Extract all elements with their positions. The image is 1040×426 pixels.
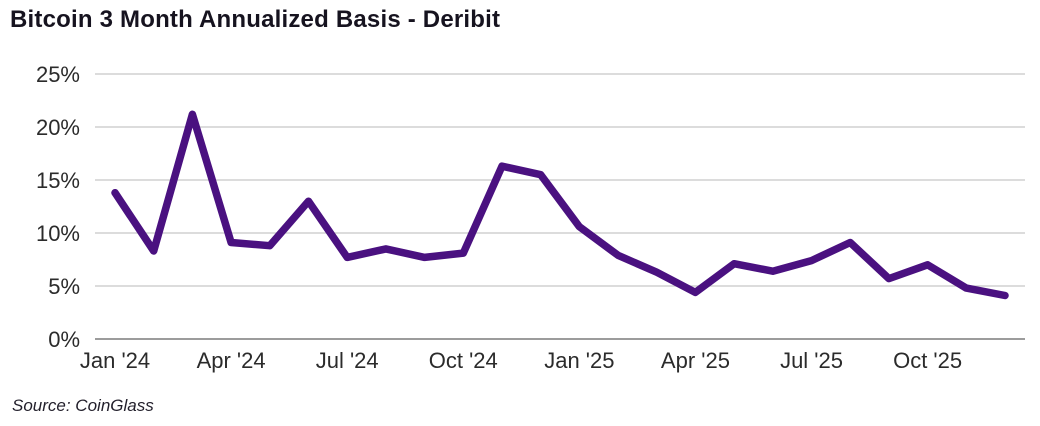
basis-series-line bbox=[111, 110, 1009, 300]
y-tick-label: 20% bbox=[36, 115, 80, 140]
x-tick-label: Jan '24 bbox=[80, 348, 150, 373]
y-tick-label: 0% bbox=[48, 327, 80, 352]
y-tick-label: 5% bbox=[48, 274, 80, 299]
x-tick-label: Oct '24 bbox=[429, 348, 498, 373]
x-tick-label: Jul '24 bbox=[316, 348, 379, 373]
y-tick-label: 10% bbox=[36, 221, 80, 246]
x-tick-label: Oct '25 bbox=[893, 348, 962, 373]
x-tick-label: Jul '25 bbox=[780, 348, 843, 373]
chart-title: Bitcoin 3 Month Annualized Basis - Derib… bbox=[10, 6, 501, 33]
x-tick-label: Jan '25 bbox=[544, 348, 614, 373]
y-axis-labels: 0% 5% 10% 15% 20% 25% bbox=[36, 62, 80, 352]
x-tick-label: Apr '24 bbox=[197, 348, 266, 373]
gridlines bbox=[95, 73, 1025, 340]
x-axis-labels: Jan '24 Apr '24 Jul '24 Oct '24 Jan '25 Apr '… bbox=[80, 348, 962, 373]
y-tick-label: 15% bbox=[36, 168, 80, 193]
source-caption: Source: CoinGlass bbox=[12, 396, 154, 415]
x-tick-label: Apr '25 bbox=[661, 348, 730, 373]
y-tick-label: 25% bbox=[36, 62, 80, 87]
